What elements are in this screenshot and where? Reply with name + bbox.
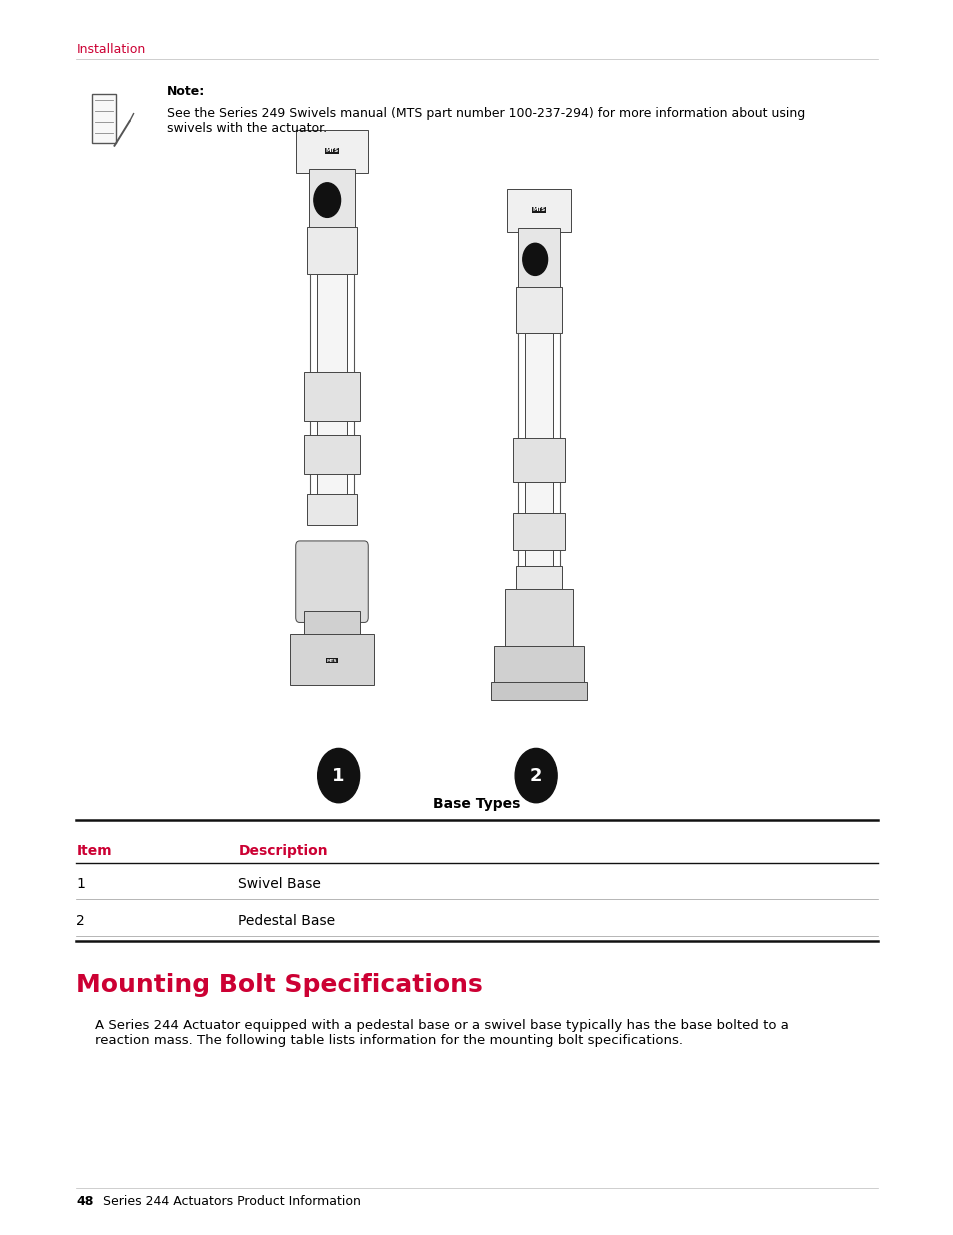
FancyBboxPatch shape [491, 682, 586, 700]
Text: Swivel Base: Swivel Base [238, 877, 321, 890]
Circle shape [522, 243, 547, 275]
FancyBboxPatch shape [316, 274, 347, 519]
Text: Installation: Installation [76, 43, 146, 57]
FancyBboxPatch shape [517, 228, 559, 288]
FancyBboxPatch shape [304, 372, 359, 421]
Text: Note:: Note: [167, 85, 205, 99]
Text: MTS: MTS [325, 148, 338, 153]
FancyBboxPatch shape [295, 541, 368, 622]
FancyBboxPatch shape [304, 435, 359, 474]
FancyBboxPatch shape [504, 589, 573, 648]
Text: Mounting Bolt Specifications: Mounting Bolt Specifications [76, 973, 482, 997]
FancyBboxPatch shape [513, 438, 564, 483]
Text: See the Series 249 Swivels manual (MTS part number 100-237-294) for more informa: See the Series 249 Swivels manual (MTS p… [167, 107, 804, 136]
FancyBboxPatch shape [309, 169, 355, 228]
FancyBboxPatch shape [290, 634, 374, 685]
Circle shape [317, 748, 359, 803]
Text: Item: Item [76, 844, 112, 857]
Text: Pedestal Base: Pedestal Base [238, 914, 335, 927]
Text: Description: Description [238, 844, 328, 857]
Text: Series 244 Actuators Product Information: Series 244 Actuators Product Information [103, 1194, 360, 1208]
FancyBboxPatch shape [506, 189, 571, 232]
Text: 2: 2 [76, 914, 85, 927]
FancyBboxPatch shape [516, 566, 561, 593]
Text: Base Types: Base Types [433, 797, 520, 810]
FancyBboxPatch shape [493, 646, 583, 685]
Text: 48: 48 [76, 1194, 93, 1208]
Text: A Series 244 Actuator equipped with a pedestal base or a swivel base typically h: A Series 244 Actuator equipped with a pe… [95, 1019, 788, 1047]
FancyBboxPatch shape [513, 513, 564, 550]
Text: 2: 2 [529, 767, 542, 784]
Text: MTS: MTS [532, 207, 545, 212]
FancyBboxPatch shape [516, 287, 561, 333]
FancyBboxPatch shape [91, 94, 116, 143]
Text: 1: 1 [332, 767, 345, 784]
FancyBboxPatch shape [307, 227, 356, 274]
Circle shape [515, 748, 557, 803]
Text: 1: 1 [76, 877, 85, 890]
Text: MTS: MTS [326, 658, 337, 663]
Circle shape [314, 183, 340, 217]
FancyBboxPatch shape [307, 494, 356, 525]
FancyBboxPatch shape [304, 611, 359, 638]
FancyBboxPatch shape [295, 130, 367, 173]
FancyBboxPatch shape [524, 333, 553, 587]
